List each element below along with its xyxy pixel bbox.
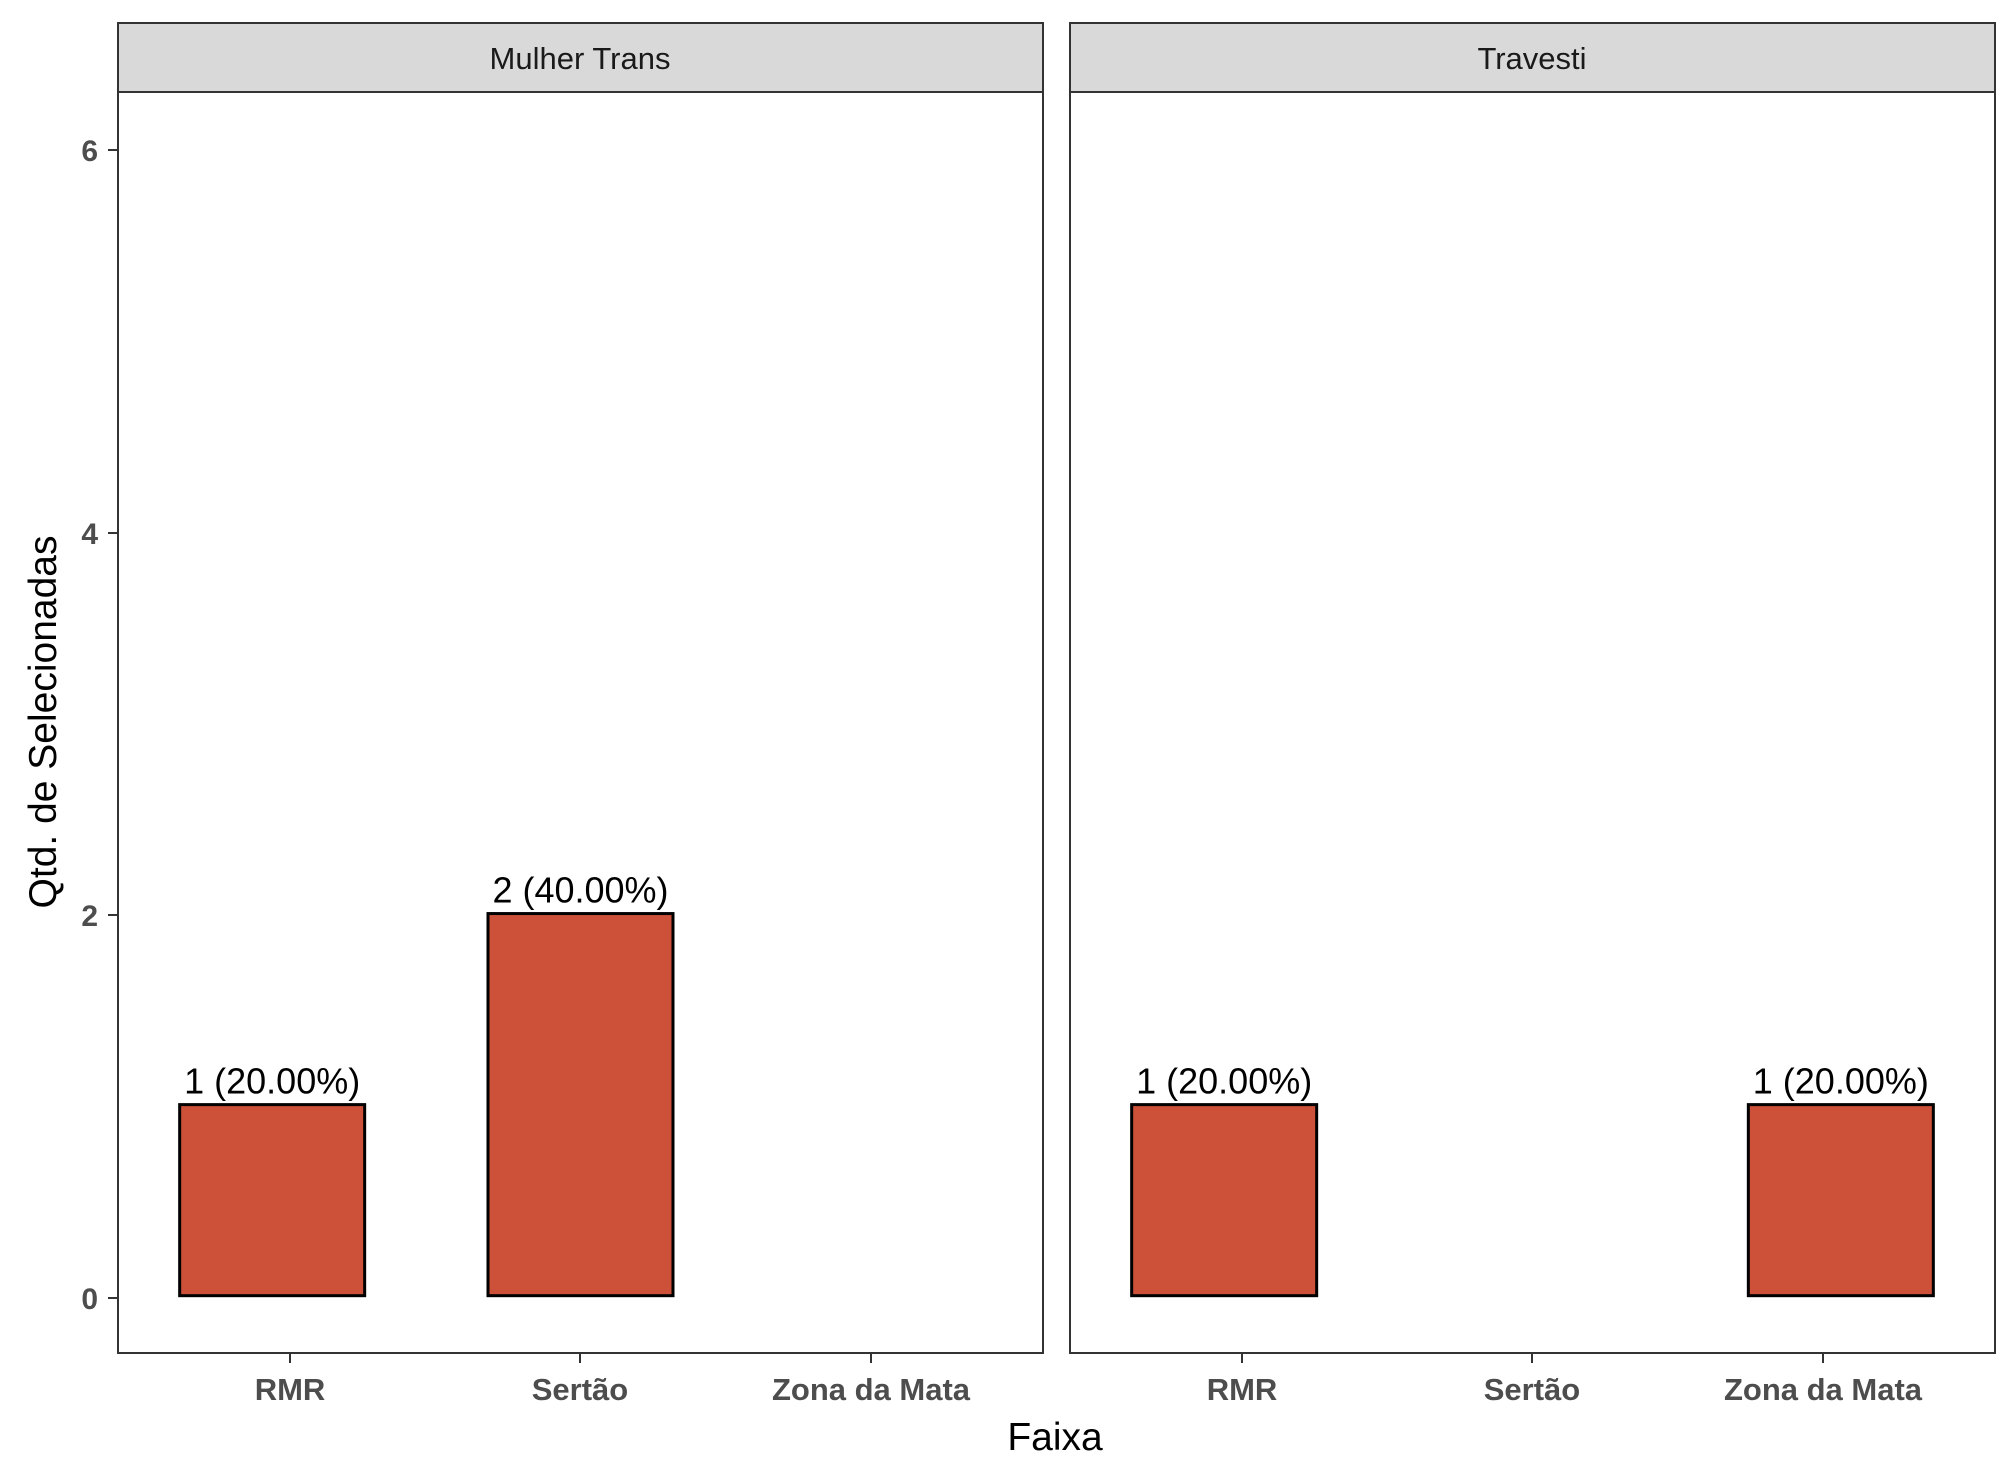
bar-rmr xyxy=(178,1103,367,1298)
x-tick-label: Zona da Mata xyxy=(1724,1372,1923,1407)
x-axis-title: Faixa xyxy=(1007,1416,1103,1459)
y-tick-label: 2 xyxy=(81,900,98,933)
bar-data-label: 2 (40.00%) xyxy=(492,870,668,911)
bar-data-label: 1 (20.00%) xyxy=(184,1061,360,1102)
x-tick-label: Zona da Mata xyxy=(772,1372,971,1407)
bars-mulher-trans: 1 (20.00%) 2 (40.00%) xyxy=(178,870,675,1298)
x-tick-label: Sertão xyxy=(1484,1372,1580,1407)
strip-label-travesti: Travesti xyxy=(1477,41,1586,76)
y-tick-label: 6 xyxy=(81,135,98,168)
strip-background xyxy=(117,22,1044,93)
y-axis-title: Qtd. de Selecionadas xyxy=(22,536,65,909)
bar-zona-da-mata xyxy=(1746,1103,1935,1298)
bar-sertão xyxy=(486,912,675,1298)
strip-label-mulher-trans: Mulher Trans xyxy=(490,41,671,76)
y-axis: 0 2 4 6 xyxy=(81,135,118,1316)
bar-data-label: 1 (20.00%) xyxy=(1136,1061,1312,1102)
x-axis-travesti: RMR Sertão Zona da Mata xyxy=(1207,1353,1923,1407)
y-tick-label: 0 xyxy=(81,1283,98,1316)
x-tick-label: Sertão xyxy=(532,1372,628,1407)
x-tick-label: RMR xyxy=(255,1372,326,1407)
bar-rmr xyxy=(1130,1103,1319,1298)
y-tick-label: 4 xyxy=(81,518,98,551)
x-tick-label: RMR xyxy=(1207,1372,1278,1407)
bars-travesti: 1 (20.00%) 1 (20.00%) xyxy=(1130,1061,1935,1298)
facet-panel-travesti: Travesti 1 (20.00%) 1 (20.00%) xyxy=(1069,22,1996,1354)
x-axis-mulher-trans: RMR Sertão Zona da Mata xyxy=(255,1353,971,1407)
bar-data-label: 1 (20.00%) xyxy=(1753,1061,1929,1102)
facet-panel-mulher-trans: Mulher Trans 1 (20.00%) 2 (40.00%) xyxy=(117,22,1044,1354)
